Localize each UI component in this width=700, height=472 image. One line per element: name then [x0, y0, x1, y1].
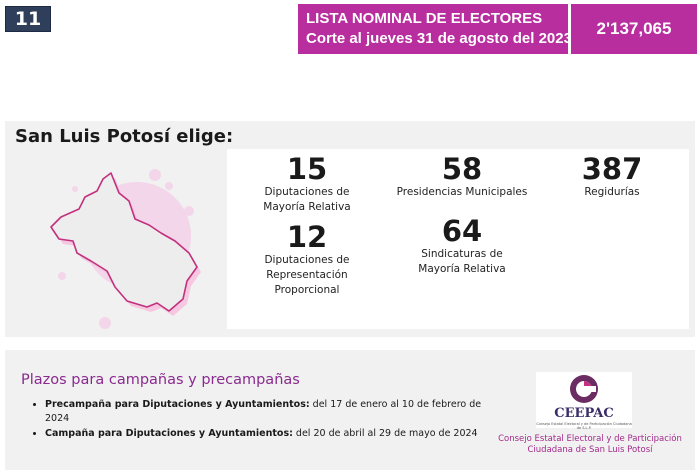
election-stats: 15 Diputaciones de Mayoría Relativa 58 P…: [227, 149, 689, 329]
plazo-dates: del 20 de abril al 29 de mayo de 2024: [292, 428, 478, 439]
san-luis-potosi-map-icon: [50, 169, 201, 329]
stat-label: Presidencias Municipales: [396, 186, 528, 198]
ceepac-logo: CEEPAC Consejo Estatal Electoral y de Pa…: [536, 372, 632, 430]
plazo-label: Campaña para Diputaciones y Ayuntamiento…: [45, 428, 293, 439]
stat-presidencias: 58 Presidencias Municipales: [387, 153, 537, 200]
ceepac-name-line2: Ciudadana de San Luis Potosí: [527, 445, 653, 455]
plazos-title: Plazos para campañas y precampañas: [21, 372, 300, 388]
stat-label: Diputaciones de Mayoría Relativa: [263, 186, 351, 213]
lista-nominal-header: LISTA NOMINAL DE ELECTORES Corte al juev…: [298, 4, 572, 54]
stat-label: Diputaciones de Representación Proporcio…: [264, 254, 350, 296]
list-item: Campaña para Diputaciones y Ayuntamiento…: [45, 427, 485, 441]
ceepac-full-name: Consejo Estatal Electoral y de Participa…: [485, 434, 695, 456]
ceepac-name-line1: Consejo Estatal Electoral y de Participa…: [498, 434, 682, 444]
stat-number: 15: [286, 152, 328, 186]
plazos-panel: Plazos para campañas y precampañas Preca…: [5, 350, 695, 470]
stat-regidurias: 387 Regidurías: [542, 153, 682, 200]
plazo-label: Precampaña para Diputaciones y Ayuntamie…: [45, 399, 310, 410]
plazos-list: Precampaña para Diputaciones y Ayuntamie…: [29, 398, 485, 442]
elige-panel: San Luis Potosí elige: 15 Diputaciones d…: [5, 121, 695, 337]
header-date: Corte al jueves 31 de agosto del 2023: [306, 30, 572, 47]
panel-title: San Luis Potosí elige:: [15, 126, 234, 147]
logo-wordmark: CEEPAC: [554, 406, 614, 421]
logo-subtitle: Consejo Estatal Electoral y de Participa…: [536, 422, 632, 430]
header-title: LISTA NOMINAL DE ELECTORES: [306, 10, 543, 27]
stat-number: 387: [581, 152, 643, 186]
state-map-illustration: [37, 161, 227, 336]
page-number-badge: 11: [5, 6, 51, 32]
stat-label: Regidurías: [584, 186, 640, 198]
voter-count: 2'137,065: [571, 4, 697, 54]
stat-diputaciones-rp: 12 Diputaciones de Representación Propor…: [227, 221, 387, 298]
stat-number: 58: [441, 152, 483, 186]
stat-diputaciones-mr: 15 Diputaciones de Mayoría Relativa: [227, 153, 387, 215]
stat-number: 64: [441, 214, 483, 248]
list-item: Precampaña para Diputaciones y Ayuntamie…: [45, 398, 485, 426]
stat-label: Sindicaturas de Mayoría Relativa: [418, 248, 506, 275]
ceepac-emblem-icon: [570, 375, 598, 403]
stat-number: 12: [286, 220, 328, 254]
plazo-dates: del 17 de enero al 10 de febrero de 2024: [45, 399, 482, 424]
stat-sindicaturas: 64 Sindicaturas de Mayoría Relativa: [387, 215, 537, 277]
